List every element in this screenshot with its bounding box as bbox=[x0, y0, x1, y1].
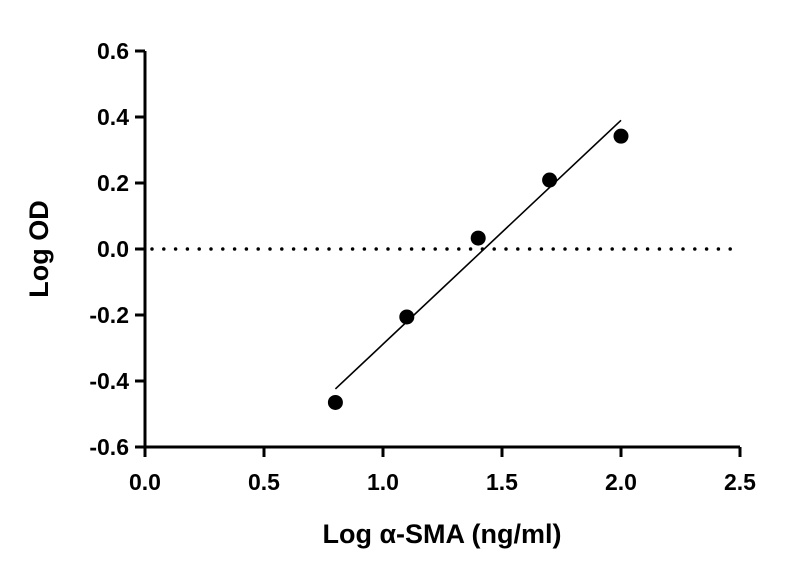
axes bbox=[135, 49, 742, 457]
x-tick-label: 0.0 bbox=[129, 469, 161, 495]
y-tick-label: -0.6 bbox=[89, 434, 129, 460]
y-tick-label: -0.2 bbox=[89, 302, 129, 328]
fit-line bbox=[334, 119, 622, 390]
x-tick-label: 0.5 bbox=[248, 469, 280, 495]
y-axis-label: Log OD bbox=[24, 200, 54, 297]
x-tick-label: 1.5 bbox=[486, 469, 518, 495]
data-point bbox=[470, 230, 486, 246]
plot-marks bbox=[150, 119, 737, 410]
y-tick-label: 0.6 bbox=[97, 38, 129, 64]
data-point bbox=[399, 309, 415, 325]
data-point bbox=[613, 128, 629, 144]
data-point bbox=[542, 172, 558, 188]
y-tick-label: 0.4 bbox=[97, 104, 129, 130]
y-tick-label: -0.4 bbox=[89, 368, 129, 394]
data-point bbox=[327, 394, 343, 410]
x-axis-label: Log α-SMA (ng/ml) bbox=[322, 519, 561, 549]
x-tick-label: 2.0 bbox=[605, 469, 637, 495]
y-tick-label: 0.0 bbox=[97, 236, 129, 262]
tick-labels: 0.0 0.5 1.0 1.5 2.0 2.5 0.6 0.4 0.2 0.0 -0.2 -0.4 -0… bbox=[89, 38, 756, 495]
x-tick-label: 2.5 bbox=[724, 469, 756, 495]
x-tick-label: 1.0 bbox=[367, 469, 399, 495]
y-tick-label: 0.2 bbox=[97, 170, 129, 196]
